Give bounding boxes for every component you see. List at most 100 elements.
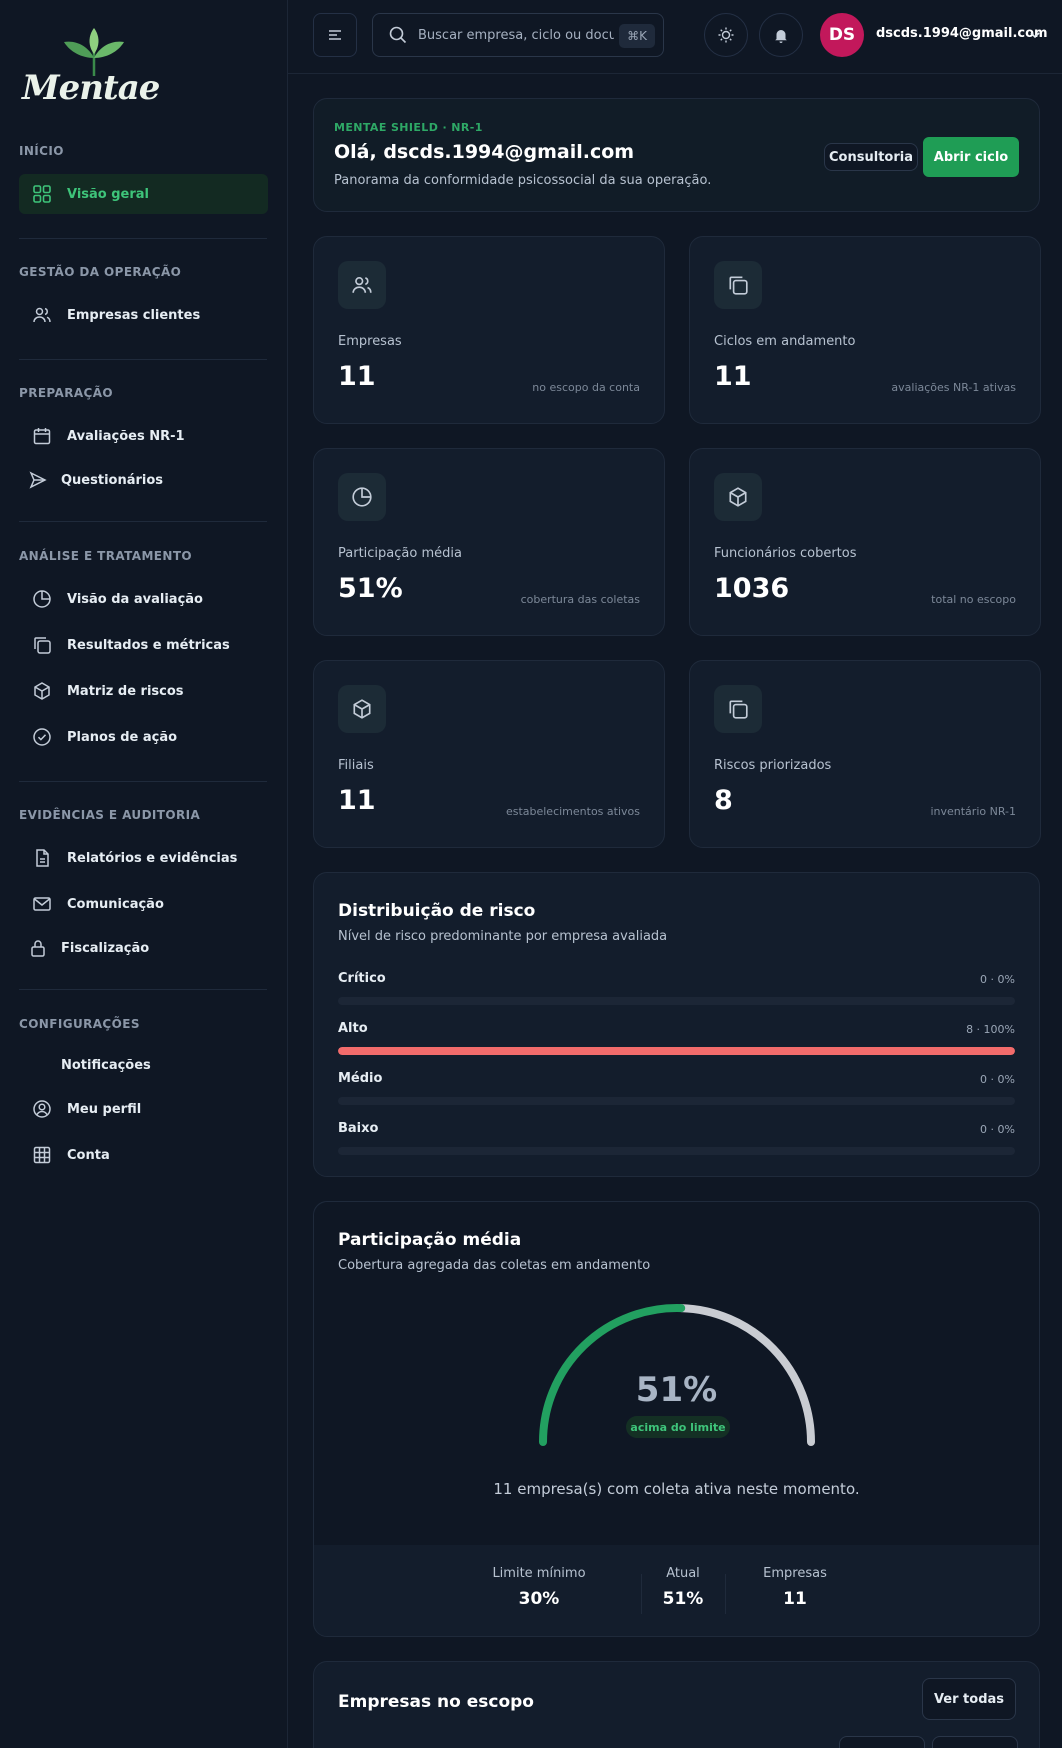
stat-value: 30% <box>518 1589 560 1609</box>
stat-divider <box>725 1574 726 1614</box>
stat-divider <box>641 1574 642 1614</box>
consultoria-button[interactable]: Consultoria <box>824 143 918 171</box>
risk-label: Baixo <box>338 1121 379 1136</box>
sidebar-item-label: Fiscalização <box>61 940 150 956</box>
notifications-button[interactable] <box>759 13 803 57</box>
avatar[interactable]: DS <box>820 13 864 57</box>
sun-icon <box>718 27 734 43</box>
risk-label: Médio <box>338 1071 383 1086</box>
filter-button[interactable] <box>932 1736 1018 1748</box>
participation-card: Participação média Cobertura agregada da… <box>313 1201 1040 1637</box>
cube-icon <box>338 685 386 733</box>
user-circle-icon <box>31 1098 53 1120</box>
kpi-value: 11 <box>338 361 376 392</box>
section-title-configuracoes: CONFIGURAÇÕES <box>19 1017 140 1031</box>
risk-title: Distribuição de risco <box>338 901 536 921</box>
search-placeholder: Buscar empresa, ciclo ou documento <box>418 27 614 43</box>
sidebar-item-resultados[interactable]: Resultados e métricas <box>19 625 268 665</box>
sidebar-item-comunicacao[interactable]: Comunicação <box>19 884 268 924</box>
sidebar-item-label: Notificações <box>61 1057 151 1073</box>
kpi-label: Empresas <box>338 334 402 349</box>
companies-title: Empresas no escopo <box>338 1692 534 1712</box>
kpi-value: 51% <box>338 573 403 604</box>
copy-icon <box>714 261 762 309</box>
cube-icon <box>714 473 762 521</box>
theme-toggle-button[interactable] <box>704 13 748 57</box>
risk-track <box>338 997 1015 1005</box>
kpi-hint: no escopo da conta <box>532 381 640 394</box>
topbar: Buscar empresa, ciclo ou documento ⌘K DS… <box>288 0 1062 74</box>
menu-toggle-button[interactable] <box>313 13 357 57</box>
filter-button[interactable] <box>839 1736 925 1748</box>
risk-label: Crítico <box>338 971 386 986</box>
sidebar: Mentae INÍCIO Visão geral GESTÃO DA OPER… <box>0 0 288 1748</box>
abrir-ciclo-button[interactable]: Abrir ciclo <box>923 137 1019 177</box>
eyebrow: MENTAE SHIELD · NR-1 <box>334 121 483 134</box>
kpi-card-riscos: Riscos priorizados 8 inventário NR-1 <box>689 660 1041 848</box>
sidebar-divider <box>19 989 267 990</box>
gauge-value: 51% <box>635 1370 718 1410</box>
sidebar-item-label: Empresas clientes <box>67 307 201 323</box>
kpi-label: Filiais <box>338 758 374 773</box>
sidebar-item-label: Visão da avaliação <box>67 591 203 607</box>
stat-atual: Atual 51% <box>628 1566 738 1609</box>
kpi-card-funcionarios: Funcionários cobertos 1036 total no esco… <box>689 448 1041 636</box>
send-icon <box>27 469 49 491</box>
menu-icon <box>329 30 341 40</box>
stat-value: 11 <box>783 1589 807 1609</box>
sidebar-item-visao-avaliacao[interactable]: Visão da avaliação <box>19 579 268 619</box>
sidebar-item-label: Meu perfil <box>67 1101 142 1117</box>
sidebar-item-matriz[interactable]: Matriz de riscos <box>19 671 268 711</box>
gauge-progress-arc <box>539 1304 686 1446</box>
risk-distribution-card: Distribuição de risco Nível de risco pre… <box>313 872 1040 1177</box>
risk-value: 8 · 100% <box>966 1023 1015 1036</box>
participation-gauge <box>539 1304 815 1446</box>
user-email[interactable]: dscds.1994@gmail.com <box>876 26 1048 41</box>
sidebar-item-fiscalizacao[interactable]: Fiscalização <box>19 928 268 968</box>
stat-label: Limite mínimo <box>492 1566 586 1581</box>
sidebar-item-avaliacoes[interactable]: Avaliações NR-1 <box>19 416 268 456</box>
search-icon <box>389 26 407 44</box>
sidebar-item-relatorios[interactable]: Relatórios e evidências <box>19 838 268 878</box>
risk-bar <box>338 1047 1015 1055</box>
companies-card: Empresas no escopo Ver todas <box>313 1661 1040 1748</box>
kpi-value: 1036 <box>714 573 790 604</box>
chevron-down-icon[interactable] <box>1028 28 1042 42</box>
leaf-icon <box>64 28 124 76</box>
sidebar-item-conta[interactable]: Conta <box>19 1135 268 1175</box>
sidebar-item-planos[interactable]: Planos de ação <box>19 717 268 757</box>
sidebar-item-notificacoes[interactable]: Notificações <box>19 1045 268 1085</box>
ver-todas-button[interactable]: Ver todas <box>922 1678 1016 1720</box>
stat-empresas: Empresas 11 <box>740 1566 850 1609</box>
mail-icon <box>31 893 53 915</box>
gauge-rest-arc <box>677 1304 815 1446</box>
copy-icon <box>31 634 53 656</box>
brand-logo[interactable]: Mentae <box>22 28 162 114</box>
sidebar-divider <box>19 238 267 239</box>
sidebar-divider <box>19 521 267 522</box>
welcome-card: MENTAE SHIELD · NR-1 Olá, dscds.1994@gma… <box>313 98 1040 212</box>
sidebar-item-meu-perfil[interactable]: Meu perfil <box>19 1089 268 1129</box>
risk-value: 0 · 0% <box>980 1123 1015 1136</box>
sidebar-item-visao-geral[interactable]: Visão geral <box>19 174 268 214</box>
grid-icon <box>31 183 53 205</box>
sidebar-item-label: Conta <box>67 1147 110 1163</box>
section-title-preparacao: PREPARAÇÃO <box>19 386 114 400</box>
gauge-note: 11 empresa(s) com coleta ativa neste mom… <box>493 1480 860 1498</box>
sidebar-divider <box>19 359 267 360</box>
kpi-value: 11 <box>338 785 376 816</box>
sidebar-item-empresas-clientes[interactable]: Empresas clientes <box>19 295 268 335</box>
sidebar-item-label: Questionários <box>61 472 164 488</box>
risk-track <box>338 1047 1015 1055</box>
section-title-analise: ANÁLISE E TRATAMENTO <box>19 549 193 563</box>
section-title-inicio: INÍCIO <box>19 144 64 158</box>
kpi-card-filiais: Filiais 11 estabelecimentos ativos <box>313 660 665 848</box>
sidebar-item-questionarios[interactable]: Questionários <box>19 460 268 500</box>
sidebar-divider <box>19 781 267 782</box>
risk-track <box>338 1147 1015 1155</box>
kpi-card-ciclos: Ciclos em andamento 11 avaliações NR-1 a… <box>689 236 1041 424</box>
kpi-label: Funcionários cobertos <box>714 546 857 561</box>
sidebar-item-label: Avaliações NR-1 <box>67 428 185 444</box>
kpi-label: Participação média <box>338 546 462 561</box>
search-input[interactable]: Buscar empresa, ciclo ou documento ⌘K <box>372 13 664 57</box>
